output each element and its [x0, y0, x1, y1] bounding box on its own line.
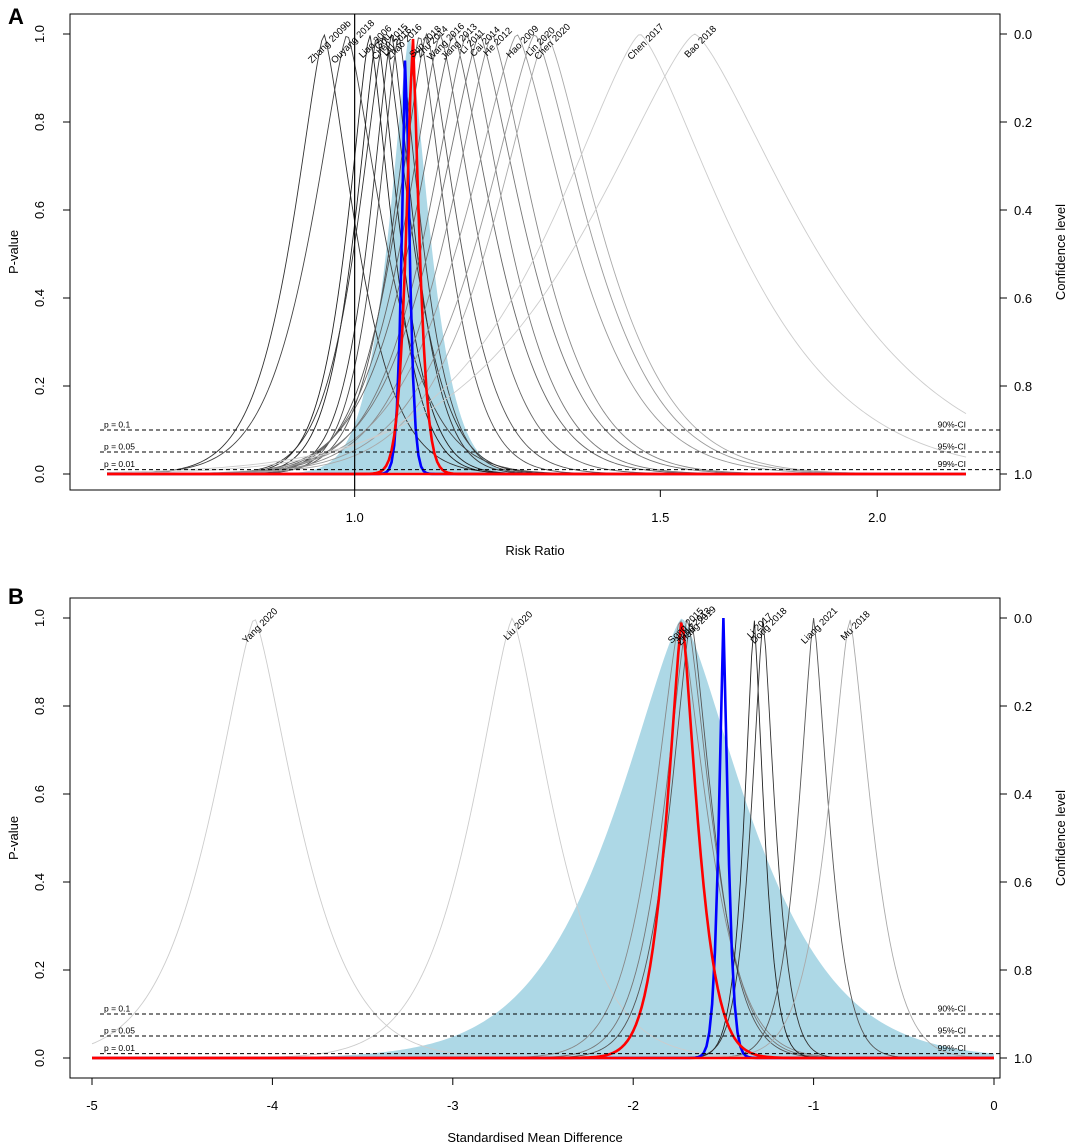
- study-curve: [107, 37, 966, 475]
- study-label: Mu 2018: [839, 609, 873, 643]
- fixed-effect-curve: [107, 60, 966, 476]
- y-axis-a: 0.0 0.2 0.4 0.6 0.8 1.0: [32, 25, 70, 483]
- y2-tick-label: 0.2: [1014, 699, 1032, 714]
- x-axis-a: 1.0 1.5 2.0: [346, 490, 886, 525]
- plot-frame-a: [69, 13, 1001, 491]
- y2-tick-label: 1.0: [1014, 467, 1032, 482]
- y2-tick-label: 0.4: [1014, 787, 1032, 802]
- y-axis-title-a: P-value: [6, 230, 21, 274]
- study-curve: [107, 35, 966, 475]
- y-tick-label: 1.0: [32, 609, 47, 627]
- x-tick-label: -4: [267, 1098, 279, 1113]
- threshold-p-label: p = 0.1: [104, 1004, 131, 1014]
- y2-tick-label: 0.8: [1014, 379, 1032, 394]
- study-curve: [107, 34, 967, 475]
- threshold-p-label: p = 0.01: [104, 1043, 135, 1053]
- x-tick-label: -5: [86, 1098, 98, 1113]
- y-axis-b: 0.0 0.2 0.4 0.6 0.8 1.0: [32, 609, 70, 1067]
- y-tick-label: 0.6: [32, 201, 47, 219]
- x-tick-label: 1.0: [346, 510, 364, 525]
- pooled-curves-a: [107, 38, 966, 476]
- y2-tick-label: 0.6: [1014, 291, 1032, 306]
- x-tick-label: 0: [990, 1098, 997, 1113]
- prediction-region-fill: [107, 39, 966, 475]
- x-tick-label: -2: [627, 1098, 639, 1113]
- panel-b: B p = 0.1 90%-CI p = 0.05 95%-CI p = 0.01 99%…: [6, 584, 1068, 1144]
- study-curve: [106, 35, 966, 475]
- study-curve: [107, 35, 966, 475]
- y2-axis-title-b: Confidence level: [1053, 790, 1068, 886]
- study-curve: [106, 34, 967, 474]
- x-tick-label: -1: [808, 1098, 820, 1113]
- threshold-ci-label: 90%-CI: [938, 420, 966, 430]
- panel-a: A p = 0.1 90%-CI p = 0.05 95%-CI p = 0.01 99%…: [6, 4, 1068, 558]
- y2-tick-label: 0.0: [1014, 611, 1032, 626]
- y-tick-label: 1.0: [32, 25, 47, 43]
- prediction-region-fill: [92, 618, 994, 1058]
- study-label: Liang 2021: [799, 605, 840, 646]
- y-tick-label: 0.6: [32, 785, 47, 803]
- y2-axis-a: 1.0 0.8 0.6 0.4 0.2 0.0: [1000, 27, 1032, 482]
- study-label: Chen 2017: [626, 22, 667, 63]
- threshold-p-label: p = 0.01: [104, 459, 135, 469]
- threshold-ci-label: 99%-CI: [938, 459, 966, 469]
- x-axis-title-a: Risk Ratio: [505, 543, 564, 558]
- study-label: Bao 2018: [682, 24, 719, 61]
- panel-letter-a: A: [8, 4, 24, 29]
- x-axis-title-b: Standardised Mean Difference: [447, 1130, 622, 1144]
- y-axis-title-b: P-value: [6, 816, 21, 860]
- threshold-lines-a: p = 0.1 90%-CI p = 0.05 95%-CI p = 0.01 99%-C…: [100, 420, 1000, 471]
- pooled-curves-b: [92, 617, 994, 1060]
- study-curve: [107, 33, 966, 475]
- y-tick-label: 0.8: [32, 697, 47, 715]
- threshold-ci-label: 90%-CI: [938, 1004, 966, 1014]
- y-tick-label: 0.2: [32, 377, 47, 395]
- study-curves-a: [106, 32, 967, 475]
- y2-tick-label: 0.0: [1014, 27, 1032, 42]
- threshold-p-label: p = 0.05: [104, 442, 135, 452]
- y-tick-label: 0.8: [32, 113, 47, 131]
- y2-tick-label: 0.6: [1014, 875, 1032, 890]
- study-curve: [106, 33, 967, 473]
- y2-tick-label: 0.4: [1014, 203, 1032, 218]
- threshold-p-label: p = 0.05: [104, 1026, 135, 1036]
- panel-letter-b: B: [8, 584, 24, 609]
- x-tick-label: -3: [447, 1098, 459, 1113]
- y-tick-label: 0.4: [32, 289, 47, 307]
- prediction-region-b: [92, 618, 994, 1058]
- y-tick-label: 0.0: [32, 1049, 47, 1067]
- study-curve: [107, 37, 966, 475]
- threshold-ci-label: 95%-CI: [938, 1026, 966, 1036]
- y-tick-label: 0.4: [32, 873, 47, 891]
- study-curve: [107, 34, 966, 475]
- x-axis-b: -5 -4 -3 -2 -1 0: [86, 1078, 998, 1113]
- y2-tick-label: 1.0: [1014, 1051, 1032, 1066]
- y-tick-label: 0.0: [32, 465, 47, 483]
- y2-axis-title-a: Confidence level: [1053, 204, 1068, 300]
- threshold-p-label: p = 0.1: [104, 420, 131, 430]
- study-curve: [107, 36, 966, 475]
- prediction-region-a: [107, 39, 966, 475]
- threshold-lines-b: p = 0.1 90%-CI p = 0.05 95%-CI p = 0.01 99%-C…: [100, 1004, 1000, 1055]
- y2-tick-label: 0.2: [1014, 115, 1032, 130]
- y-tick-label: 0.2: [32, 961, 47, 979]
- x-tick-label: 2.0: [868, 510, 886, 525]
- threshold-ci-label: 95%-CI: [938, 442, 966, 452]
- study-label: Yang 2020: [240, 606, 280, 646]
- y2-axis-b: 1.0 0.8 0.6 0.4 0.2 0.0: [1000, 611, 1032, 1066]
- y2-tick-label: 0.8: [1014, 963, 1032, 978]
- plot-frame-b: [69, 597, 1001, 1079]
- x-tick-label: 1.5: [651, 510, 669, 525]
- random-effects-curve: [107, 38, 966, 476]
- threshold-ci-label: 99%-CI: [938, 1043, 966, 1053]
